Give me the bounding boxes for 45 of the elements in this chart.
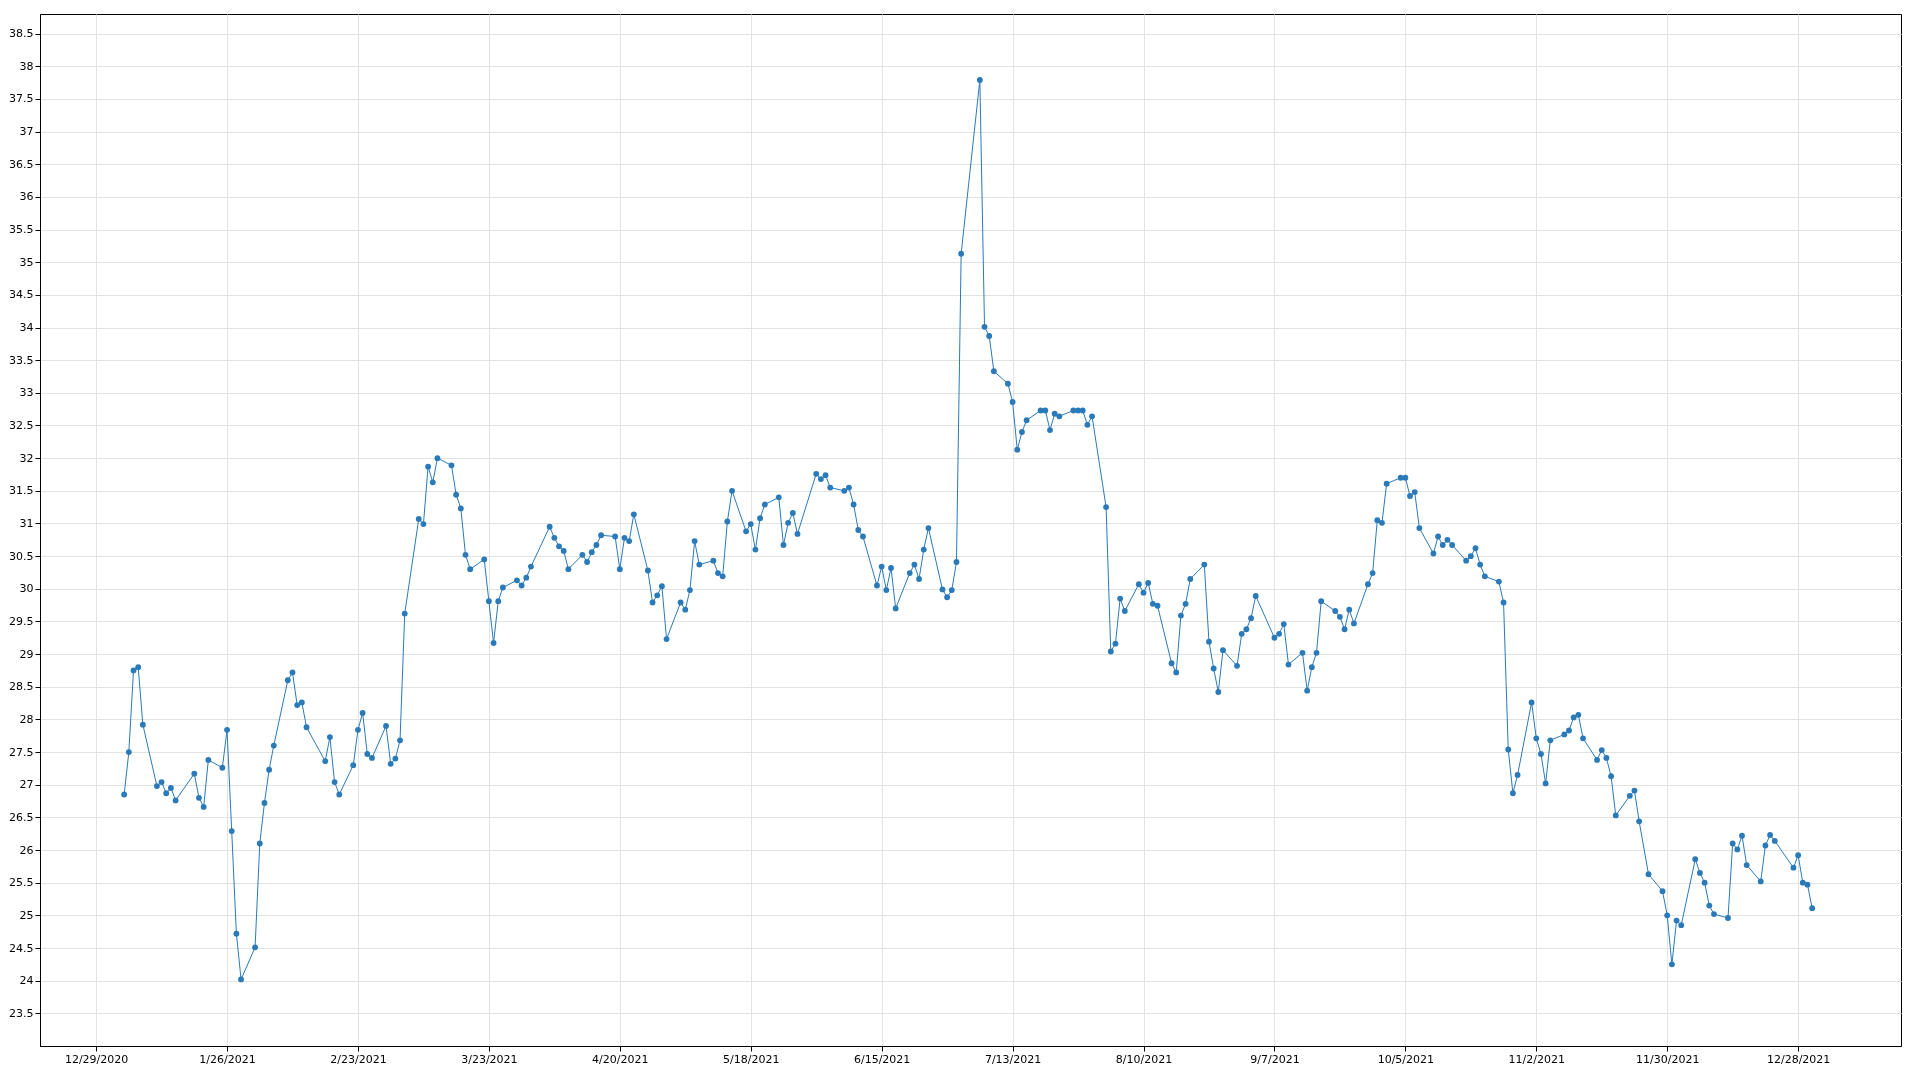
x-tick-label: 9/7/2021 <box>1250 1052 1300 1066</box>
y-tick-label: 25 <box>19 908 34 922</box>
y-tick-label: 36 <box>19 190 34 204</box>
y-tick-label: 29.5 <box>9 614 34 628</box>
y-tick-label: 27 <box>19 778 34 792</box>
x-tick-label: 12/28/2021 <box>1766 1052 1831 1066</box>
y-tick-label: 29 <box>19 647 34 661</box>
y-tick-label: 24.5 <box>9 941 34 955</box>
x-tick-label: 5/18/2021 <box>723 1052 780 1066</box>
x-tick-label: 2/23/2021 <box>330 1052 387 1066</box>
x-tick-label: 6/15/2021 <box>853 1052 911 1066</box>
y-tick-label: 33 <box>19 386 34 400</box>
y-tick-label: 30.5 <box>9 549 34 563</box>
y-tick-label: 26.5 <box>9 810 34 824</box>
y-tick-label: 35 <box>19 255 34 269</box>
y-tick-label: 32.5 <box>9 418 34 432</box>
x-tick-label: 4/20/2021 <box>592 1052 649 1066</box>
y-tick-label: 27.5 <box>9 745 34 759</box>
y-tick-label: 38.5 <box>9 27 34 41</box>
x-tick-label: 11/30/2021 <box>1636 1052 1700 1066</box>
y-tick-label: 32 <box>19 451 34 465</box>
y-tick-label: 25.5 <box>9 876 34 890</box>
y-tick-label: 30 <box>19 582 34 596</box>
y-tick-label: 28.5 <box>9 680 34 694</box>
y-tick-label: 34 <box>19 321 34 335</box>
x-tick-label: 7/13/2021 <box>984 1052 1042 1066</box>
y-tick-label: 36.5 <box>9 157 34 171</box>
y-tick-label: 28 <box>19 712 34 726</box>
x-tick-label: 3/23/2021 <box>461 1052 518 1066</box>
x-tick-label: 11/2/2021 <box>1508 1052 1565 1066</box>
y-tick-label: 37 <box>19 125 34 139</box>
y-tick-label: 31.5 <box>9 484 34 498</box>
y-tick-label: 38 <box>19 59 34 73</box>
y-tick-label: 33.5 <box>9 353 34 367</box>
y-tick-label: 26 <box>19 843 34 857</box>
y-tick-label: 34.5 <box>9 288 34 302</box>
y-tick-label: 37.5 <box>9 92 34 106</box>
y-tick-label: 31 <box>19 516 34 530</box>
x-tick-label: 10/5/2021 <box>1377 1052 1435 1066</box>
y-tick-label: 35.5 <box>9 223 34 237</box>
x-tick-label: 8/10/2021 <box>1115 1052 1173 1066</box>
x-tick-label: 1/26/2021 <box>199 1052 256 1066</box>
x-tick-label: 12/29/2020 <box>64 1052 129 1066</box>
y-tick-label: 24 <box>19 974 34 988</box>
y-tick-label: 23.5 <box>9 1006 34 1020</box>
